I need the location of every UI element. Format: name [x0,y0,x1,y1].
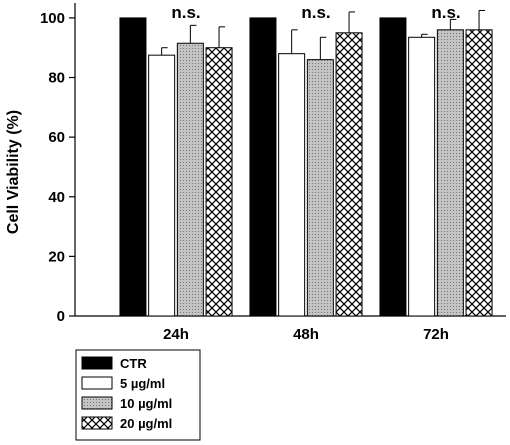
y-tick-label: 0 [57,308,65,325]
bar [148,54,176,317]
bar [176,42,204,317]
legend-swatch [81,416,113,430]
y-tick-label: 100 [40,10,65,27]
significance-label: n.s. [301,3,330,22]
y-axis-label: Cell Viability (%) [5,110,22,234]
bar [306,59,334,317]
legend-swatch [81,396,113,410]
legend: CTR 5 µg/ml 10 µg/ml 20 µg/ml [75,349,201,441]
bar [436,29,464,317]
legend-label: CTR [120,356,147,371]
legend-label: 10 µg/ml [120,396,172,411]
legend-swatch [81,376,113,390]
x-tick-label: 48h [293,326,319,343]
legend-label: 20 µg/ml [120,416,172,431]
bar [249,17,277,317]
labels-layer: 0 20 40 60 80 100 24h n.s. 48h n.s. 72h n.s. [40,3,461,343]
x-tick-label: 24h [163,326,189,343]
bars-layer [119,17,493,317]
y-tick-label: 40 [48,189,65,206]
x-tick-label: 72h [423,326,449,343]
y-tick-label: 60 [48,129,65,146]
y-tick-label: 80 [48,70,65,87]
y-tick-label: 20 [48,248,65,265]
bar [205,47,233,317]
bar [465,29,493,317]
significance-label: n.s. [171,3,200,22]
bar [119,17,147,317]
bar [408,36,436,317]
legend-label: 5 µg/ml [120,376,165,391]
error-bars-layer [161,9,486,60]
significance-label: n.s. [431,3,460,22]
bar [379,17,407,317]
bar [335,32,363,317]
bar [278,53,306,317]
legend-swatch [81,356,113,370]
